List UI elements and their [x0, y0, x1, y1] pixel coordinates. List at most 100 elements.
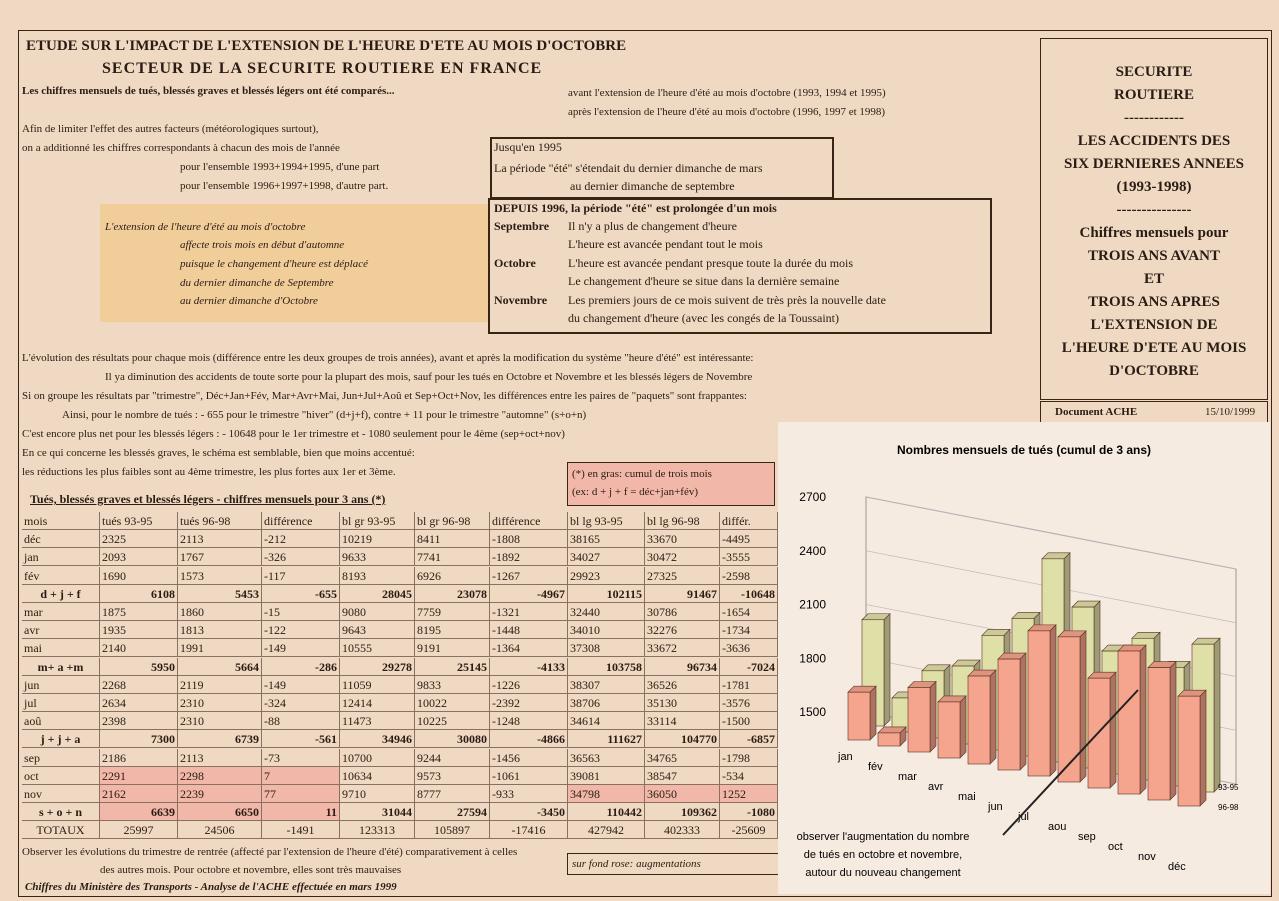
table-cell: 2291	[100, 766, 178, 785]
bar-side	[1199, 689, 1207, 807]
table-title: Tués, blessés graves et blessés légers -…	[30, 492, 386, 506]
table-cell: mois	[22, 512, 100, 530]
table-cell: 25145	[415, 657, 490, 676]
table-cell: 33114	[645, 712, 720, 731]
table-cell: 9573	[415, 766, 490, 785]
table-cell: -15	[262, 603, 340, 621]
sidebar-line: LES ACCIDENTS DES	[1077, 133, 1231, 149]
legend-label: 96-98	[1218, 803, 1239, 812]
table-cell: -326	[262, 548, 340, 567]
table-cell: -534	[720, 766, 778, 785]
table-cell: 28045	[340, 584, 415, 603]
table-cell: 33670	[645, 530, 720, 549]
table-cell: 2113	[178, 748, 262, 767]
sidebar-line: ROUTIERE	[1113, 87, 1195, 103]
table-cell: 8411	[415, 530, 490, 549]
table-cell: 1860	[178, 603, 262, 621]
table-cell: 34010	[568, 621, 645, 640]
table-cell: 9833	[415, 675, 490, 694]
table-cell: 7741	[415, 548, 490, 567]
table-cell: 7	[262, 766, 340, 785]
table-cell: -25609	[720, 821, 778, 840]
x-tick-label: oct	[1108, 841, 1123, 853]
table-cell: 6639	[100, 803, 178, 822]
sidebar-line: L'HEURE D'ETE AU MOIS	[1061, 340, 1247, 356]
table-cell: 91467	[645, 584, 720, 603]
x-tick-label: sep	[1078, 831, 1096, 843]
table-cell: 2113	[178, 530, 262, 549]
month-line: L'heure est avancée pendant presque tout…	[568, 256, 854, 270]
analysis-line: les réductions les plus faibles sont au …	[22, 466, 396, 478]
table-cell: s + o + n	[22, 803, 100, 822]
table-cell: 6926	[415, 566, 490, 585]
table-cell: 36563	[568, 748, 645, 767]
subtitle: SECTEUR DE LA SECURITE ROUTIERE EN FRANC…	[102, 60, 543, 77]
analysis-line: En ce qui concerne les blessés graves, l…	[22, 447, 415, 459]
table-cell: 29923	[568, 566, 645, 585]
table-cell: 1875	[100, 603, 178, 621]
page-frame	[18, 30, 1272, 897]
box-line: La période "été" s'étendait du dernier d…	[494, 161, 763, 175]
table-cell: 38165	[568, 530, 645, 549]
table-cell: -1892	[490, 548, 568, 567]
table-cell: -1654	[720, 603, 778, 621]
table-cell: -122	[262, 621, 340, 640]
table-cell: 2140	[100, 639, 178, 658]
intro-line: Afin de limiter l'effet des autres facte…	[22, 123, 319, 135]
intro-before: avant l'extension de l'heure d'été au mo…	[568, 87, 886, 99]
bar	[967, 675, 991, 765]
table-cell: 1991	[178, 639, 262, 658]
table-cell: -1080	[720, 803, 778, 822]
table-cell: 33672	[645, 639, 720, 658]
table-cell: -73	[262, 748, 340, 767]
table-cell: 32276	[645, 621, 720, 640]
table-cell: -117	[262, 566, 340, 585]
table-cell: bl lg 93-95	[568, 512, 645, 530]
table-cell: -149	[262, 675, 340, 694]
y-tick-label: 2700	[799, 490, 826, 504]
bar	[937, 701, 961, 759]
table-cell: 10555	[340, 639, 415, 658]
table-cell: 23078	[415, 584, 490, 603]
table-cell: 109362	[645, 803, 720, 822]
arrow	[1002, 689, 1139, 836]
bar-side	[1019, 652, 1027, 771]
table-cell: 38547	[645, 766, 720, 785]
table-cell: 9244	[415, 748, 490, 767]
table-cell: -4967	[490, 584, 568, 603]
table-cell: -3555	[720, 548, 778, 567]
table-cell: différence	[490, 512, 568, 530]
x-tick-label: jul	[1017, 811, 1029, 823]
sidebar-line: ET	[1143, 271, 1164, 287]
table-cell: 34798	[568, 785, 645, 803]
table-cell: -286	[262, 657, 340, 676]
table-cell: 2268	[100, 675, 178, 694]
table-cell: TOTAUX	[22, 821, 100, 840]
table-cell: oct	[22, 766, 100, 785]
table-cell: 1935	[100, 621, 178, 640]
table-cell: fév	[22, 566, 100, 585]
table-cell: 12414	[340, 694, 415, 712]
table-cell: 2162	[100, 785, 178, 803]
highlight	[100, 204, 488, 322]
sidebar-line: TROIS ANS APRES	[1088, 294, 1220, 310]
table-cell: -1321	[490, 603, 568, 621]
month: Novembre	[494, 293, 548, 307]
x-tick-label: mar	[898, 771, 917, 783]
table-cell: -1456	[490, 748, 568, 767]
table-cell: nov	[22, 785, 100, 803]
table-cell: 2298	[178, 766, 262, 785]
table-cell: 2119	[178, 675, 262, 694]
table-cell: -17416	[490, 821, 568, 840]
table-cell: -1248	[490, 712, 568, 731]
bar-side	[1169, 660, 1177, 801]
table-cell: 123313	[340, 821, 415, 840]
sidebar-line: SECURITE	[1115, 64, 1193, 80]
table-cell: 1813	[178, 621, 262, 640]
chart-note: autour du nouveau changement	[805, 867, 960, 879]
table-cell: -1061	[490, 766, 568, 785]
table-cell: différ.	[720, 512, 778, 530]
italic-note: puisque le changement d'heure est déplac…	[180, 258, 368, 270]
document: Document ACHE	[1055, 406, 1138, 418]
